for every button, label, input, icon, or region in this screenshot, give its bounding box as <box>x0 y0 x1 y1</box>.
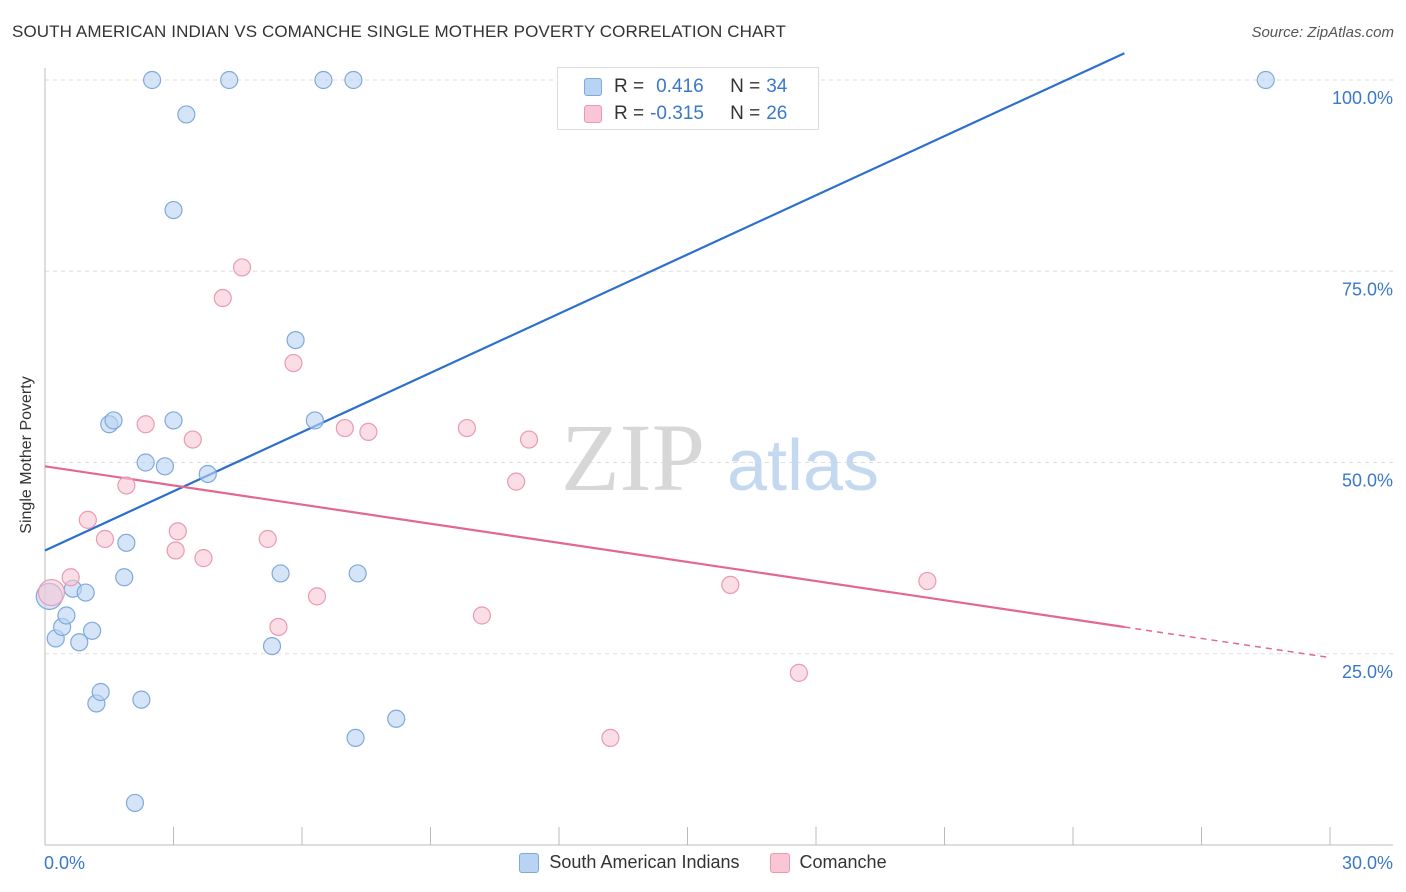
point-south-american <box>262 636 282 656</box>
point-south-american <box>142 70 162 90</box>
axes <box>44 68 1393 846</box>
point-south-american <box>1256 70 1275 90</box>
point-south-american <box>136 453 155 472</box>
point-comanche <box>721 575 740 595</box>
legend-row-comanche: R = -0.315 N = 26 <box>584 102 787 126</box>
legend-n-label: N = <box>730 76 761 97</box>
point-comanche <box>601 728 620 748</box>
point-comanche <box>136 415 155 434</box>
point-south-american <box>164 411 183 430</box>
point-south-american <box>271 564 290 583</box>
legend-swatch-pink <box>584 105 602 123</box>
legend-label: South American Indians <box>549 852 740 872</box>
point-south-american <box>104 411 123 430</box>
point-comanche <box>307 587 327 606</box>
point-comanche <box>168 522 187 541</box>
point-south-american <box>117 533 136 552</box>
point-comanche <box>284 353 303 373</box>
point-south-american <box>387 709 406 728</box>
point-comanche <box>61 568 80 587</box>
point-south-american <box>286 331 305 350</box>
legend-n-value: 26 <box>766 103 788 124</box>
legend-n-value: 34 <box>766 76 788 97</box>
point-comanche <box>519 430 539 449</box>
point-comanche <box>472 606 491 625</box>
x-tick-label: 0.0% <box>44 853 85 873</box>
y-tick-label: 50.0% <box>1342 471 1393 491</box>
point-south-american <box>346 728 365 748</box>
point-south-american <box>83 621 102 640</box>
point-comanche <box>232 258 252 277</box>
point-comanche <box>213 288 232 308</box>
point-comanche <box>789 663 808 682</box>
trend-line-south-american <box>44 52 1125 552</box>
point-south-american <box>132 690 151 709</box>
point-comanche <box>37 578 66 607</box>
legend-swatch-blue <box>519 852 540 873</box>
legend-label: Comanche <box>799 852 887 872</box>
chart-title: SOUTH AMERICAN INDIAN VS COMANCHE SINGLE… <box>12 22 786 41</box>
trend-line-comanche <box>44 465 1125 629</box>
legend-n-label: N = <box>730 103 761 124</box>
point-south-american <box>70 633 89 652</box>
watermark: ZIP atlas <box>561 404 879 511</box>
point-comanche <box>183 430 202 449</box>
legend-row-south-american: R = 0.416 N = 34 <box>584 75 787 99</box>
point-comanche <box>95 529 115 549</box>
series-legend: South American Indians Comanche <box>0 852 1406 873</box>
point-comanche <box>359 422 378 441</box>
point-comanche <box>194 549 213 568</box>
point-south-american <box>220 70 239 90</box>
point-south-american <box>57 606 76 625</box>
point-comanche <box>117 476 136 495</box>
legend-r-value: -0.315 <box>650 103 704 124</box>
point-south-american <box>198 464 217 484</box>
tick-labels: 100.0% 75.0% 50.0% 25.0% 0.0% 30.0% <box>44 88 1393 873</box>
point-comanche <box>258 529 277 549</box>
y-tick-label: 75.0% <box>1342 279 1393 299</box>
legend-item-comanche[interactable]: Comanche <box>769 852 887 873</box>
point-comanche <box>335 418 354 438</box>
watermark-atlas: atlas <box>727 426 879 506</box>
correlation-legend: R = 0.416 N = 34 R = -0.315 N = 26 <box>557 67 819 130</box>
legend-swatch-blue <box>584 78 602 96</box>
y-axis-label: Single Mother Poverty <box>18 376 35 534</box>
point-south-american <box>177 105 196 124</box>
trend-lines <box>44 52 1331 659</box>
point-comanche <box>918 571 937 591</box>
y-tick-label: 100.0% <box>1332 88 1393 108</box>
point-south-american <box>125 793 145 813</box>
trend-line-comanche-extension <box>1124 626 1331 659</box>
legend-r-label: R = <box>614 76 645 97</box>
point-south-american <box>314 70 333 90</box>
point-comanche <box>166 541 185 560</box>
point-south-american <box>344 70 363 90</box>
data-points <box>35 70 1275 813</box>
point-comanche <box>457 418 477 438</box>
source-label: Source: ZipAtlas.com <box>1251 24 1394 41</box>
legend-swatch-pink <box>769 852 790 873</box>
point-south-american <box>305 411 324 430</box>
legend-r-label: R = <box>614 103 645 124</box>
watermark-zip: ZIP <box>561 404 705 511</box>
legend-item-south-american-indians[interactable]: South American Indians <box>519 852 740 873</box>
point-south-american <box>76 583 95 602</box>
point-comanche <box>507 472 526 491</box>
point-south-american <box>164 200 183 220</box>
point-south-american <box>115 568 134 587</box>
point-south-american <box>348 564 367 583</box>
y-tick-label: 25.0% <box>1342 662 1393 682</box>
point-south-american <box>155 457 175 476</box>
point-comanche <box>78 510 97 529</box>
legend-r-value: 0.416 <box>656 76 704 97</box>
point-comanche <box>269 617 288 637</box>
point-south-american <box>91 682 110 702</box>
x-tick-label: 30.0% <box>1342 853 1393 873</box>
